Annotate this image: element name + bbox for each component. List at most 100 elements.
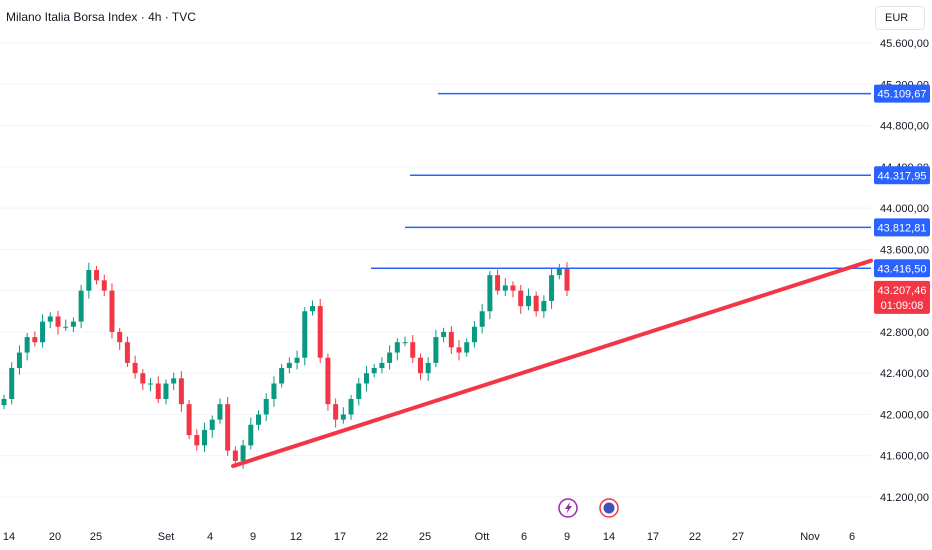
y-tick-label: 45.600,00 [880, 38, 929, 50]
candle-body [232, 450, 238, 461]
candle-body [40, 321, 46, 343]
candle-body [333, 404, 339, 420]
candle [132, 355, 138, 379]
candle [40, 314, 46, 348]
x-tick-label: 12 [290, 531, 302, 543]
lightning-glyph [565, 502, 572, 514]
candle-body [541, 300, 547, 312]
candle-body [471, 326, 477, 343]
candle [55, 310, 61, 335]
candle [70, 317, 76, 333]
candle [47, 312, 53, 329]
candle [1, 394, 7, 410]
currency-button[interactable]: EUR [875, 6, 925, 30]
level-price-tag [874, 259, 930, 278]
event-lightning-icon[interactable] [558, 498, 578, 518]
level-price-tag [874, 84, 930, 103]
event-earth-icon[interactable] [599, 498, 619, 518]
current-price-label: 43.207,46 [878, 285, 927, 297]
x-tick-label: 17 [647, 531, 659, 543]
candle-body [286, 362, 292, 369]
candle [394, 338, 400, 361]
candle [533, 291, 539, 317]
candle-body [294, 357, 300, 363]
x-tick-label: 17 [334, 531, 346, 543]
candle-body [148, 383, 154, 385]
candle-body [464, 342, 470, 353]
candle-body [317, 306, 323, 358]
candle [63, 319, 69, 331]
candle-body [525, 295, 531, 307]
candle [340, 407, 346, 424]
candle [263, 393, 269, 422]
chart-title: Milano Italia Borsa Index · 4h · TVC [6, 10, 196, 24]
candle [495, 269, 501, 295]
candle-body [410, 342, 416, 358]
candle-body [186, 404, 192, 436]
candle [425, 357, 431, 382]
candle [186, 400, 192, 440]
candle-body [309, 306, 315, 312]
x-tick-label: 6 [521, 531, 527, 543]
candle-body [487, 275, 493, 312]
candle [417, 353, 423, 380]
candle [101, 274, 107, 297]
candle [502, 278, 508, 297]
candle [549, 267, 555, 309]
candle [317, 298, 323, 364]
candle [217, 398, 223, 424]
x-tick-label: 25 [419, 531, 431, 543]
candle-body [387, 352, 393, 363]
x-tick-label: Ott [475, 531, 490, 543]
candle [479, 304, 485, 334]
candle-body [225, 404, 231, 451]
x-tick-label: Set [158, 531, 175, 543]
candle [487, 271, 493, 320]
candle-body [379, 362, 385, 369]
candle-body [363, 373, 369, 384]
candle-body [24, 337, 30, 353]
candle [510, 281, 516, 298]
candle-body [263, 398, 269, 415]
candle-body [325, 357, 331, 405]
candle [78, 284, 84, 329]
candle-body [86, 270, 92, 291]
candle-body [348, 398, 354, 415]
candle-body [302, 311, 308, 358]
trendline [231, 258, 873, 469]
candle [325, 353, 331, 411]
candle [9, 362, 15, 405]
level-price-label: 43.812,81 [878, 222, 927, 234]
candle [448, 326, 454, 354]
candle [171, 372, 177, 391]
candle-body [564, 267, 570, 291]
candle-body [171, 378, 177, 384]
candle [209, 415, 215, 438]
x-tick-label: 22 [376, 531, 388, 543]
candle [356, 377, 362, 406]
x-tick-label: Nov [800, 531, 820, 543]
candle [333, 398, 339, 428]
candle-body [510, 285, 516, 291]
candle-body [63, 326, 69, 328]
candle [32, 331, 38, 347]
candle [124, 336, 130, 367]
x-tick-label: 27 [732, 531, 744, 543]
candle [155, 376, 161, 404]
candle [402, 336, 408, 347]
level-price-label: 45.109,67 [878, 89, 927, 101]
y-tick-label: 42.800,00 [880, 327, 929, 339]
candle-body [209, 419, 215, 430]
candle [294, 350, 300, 370]
candle [279, 363, 285, 388]
candle [16, 345, 22, 375]
y-tick-label: 43.600,00 [880, 244, 929, 256]
candle [441, 327, 447, 343]
candle-body [441, 331, 447, 338]
globe-glyph [603, 502, 615, 514]
candle-body [279, 368, 285, 384]
y-tick-label: 41.600,00 [880, 451, 929, 463]
candle-body [109, 290, 115, 332]
y-tick-label: 42.000,00 [880, 409, 929, 421]
